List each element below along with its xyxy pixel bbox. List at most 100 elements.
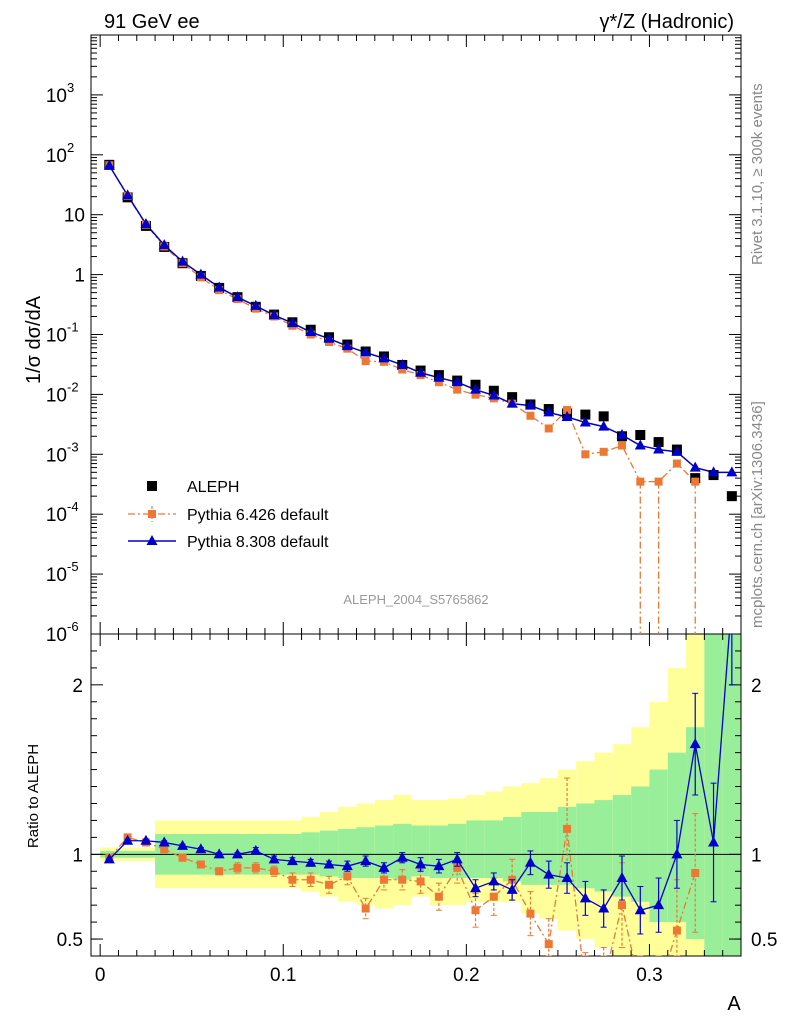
pythia8-point	[286, 317, 298, 328]
x-tick-label: 0.2	[453, 965, 479, 986]
ratio-pythia8-point	[213, 848, 225, 859]
pythia8-point	[543, 406, 555, 417]
ratio-pythia8-point	[561, 872, 573, 883]
band-inner	[466, 820, 485, 879]
y-tick-exponent: -5	[67, 559, 79, 574]
pythia8-point	[378, 352, 390, 363]
pythia6-line	[108, 164, 696, 483]
band-inner	[411, 825, 430, 877]
ratio-pythia8-point	[708, 836, 720, 847]
pythia8-point	[726, 466, 738, 477]
ratio-pythia8-point	[250, 844, 262, 855]
ratio-pythia6-point	[288, 875, 297, 884]
ratio-pythia8-point	[177, 839, 189, 850]
ratio-pythia8-point	[231, 848, 243, 859]
aleph-point	[507, 392, 518, 403]
mcplots-label: mcplots.cern.ch [arXiv:1306.3436]	[749, 401, 766, 628]
y-tick-label: 1	[74, 266, 85, 287]
pythia8-point	[506, 397, 518, 408]
y-tick-label: 10	[46, 445, 67, 466]
ratio-pythia6-point	[563, 824, 572, 833]
pythia8-point	[122, 189, 134, 200]
band-inner	[649, 769, 668, 923]
ratio-y-tick-label-right: 2	[751, 676, 762, 697]
y-tick-label: 10	[46, 86, 67, 107]
pythia8-point	[689, 461, 701, 472]
pythia6-point	[471, 390, 480, 399]
pythia8-point	[451, 376, 463, 387]
ratio-pythia6-point	[233, 863, 242, 872]
pythia8-point	[341, 340, 353, 351]
x-tick-label: 0.3	[636, 965, 662, 986]
ratio-pythia8-point	[323, 858, 335, 869]
ratio-pythia8-point	[396, 851, 408, 862]
ratio-xlabel: A	[727, 993, 741, 1015]
pythia8-point	[158, 239, 170, 250]
pythia6-point	[434, 378, 443, 387]
ratio-pythia6-point	[270, 867, 279, 876]
pythia6-point	[581, 450, 590, 459]
ratio-pythia8-point	[433, 860, 445, 871]
ratio-pythia6-point	[617, 901, 626, 910]
ratio-pythia8-point	[543, 868, 555, 879]
y-tick-exponent: -3	[67, 439, 79, 454]
aleph-point	[653, 437, 664, 448]
legend-label-aleph: ALEPH	[187, 479, 239, 496]
pythia8-point	[524, 399, 536, 410]
y-tick-label: 10	[46, 625, 67, 646]
pythia6-point	[672, 459, 681, 468]
pythia8-point	[177, 255, 189, 266]
ratio-pythia8-point	[653, 899, 665, 910]
pythia8-point	[268, 309, 280, 320]
band-inner	[686, 727, 705, 940]
legend: ALEPH Pythia 6.426 default Pythia 8.308 de…	[128, 479, 329, 551]
ratio-pythia8-point	[579, 892, 591, 903]
y-tick-label: 10	[46, 146, 67, 167]
ratio-pythia8-point	[451, 853, 463, 864]
ratio-ylabel: Ratio to ALEPH	[25, 744, 42, 848]
y-tick-exponent: -2	[67, 379, 79, 394]
ratio-pythia6-point	[434, 892, 443, 901]
x-tick-label: 0	[95, 965, 106, 986]
pythia8-point	[396, 358, 408, 369]
pythia8-point	[634, 439, 646, 450]
ratio-plot-marks	[103, 634, 735, 956]
ratio-pythia8-point	[158, 836, 170, 847]
main-ylabel: 1/σ dσ/dA	[23, 295, 45, 384]
ratio-pythia8-point	[671, 848, 683, 859]
analysis-watermark: ALEPH_2004_S5765862	[343, 592, 488, 607]
band-inner	[631, 786, 650, 902]
pythia8-point	[231, 291, 243, 302]
pythia8-point	[195, 268, 207, 279]
y-tick-exponent: -1	[67, 320, 79, 335]
pythia6-point	[654, 477, 663, 486]
ratio-pythia6-group	[105, 777, 700, 956]
pythia8-point	[470, 383, 482, 394]
ratio-pythia6-point	[196, 860, 205, 869]
ratio-pythia8-point	[195, 843, 207, 854]
ratio-pythia8-point	[103, 853, 115, 864]
aleph-point	[635, 429, 646, 440]
ratio-y-tick-label: 0.5	[57, 930, 83, 951]
ratio-y-tick-label: 2	[72, 676, 83, 697]
pythia6-point	[544, 424, 553, 433]
pythia8-line	[108, 165, 732, 474]
ratio-pythia8-point	[506, 883, 518, 894]
ratio-pythia6-point	[691, 868, 700, 877]
legend-label-pythia8: Pythia 8.308 default	[187, 534, 329, 551]
y-tick-exponent: 3	[67, 80, 74, 95]
ratio-axes: 0.5 0.5 1 1 2 2 0 0.1 0.2 0.3	[57, 633, 777, 986]
ratio-pythia6-point	[361, 904, 370, 913]
ratio-pythia8-point	[378, 861, 390, 872]
main-plot-marks	[103, 159, 738, 634]
pythia8-point	[598, 420, 610, 431]
ratio-uncertainty-bands	[100, 634, 741, 956]
band-inner	[594, 800, 613, 892]
ratio-pythia8-point	[140, 834, 152, 845]
x-tick-label: 0.1	[270, 965, 296, 986]
band-inner	[612, 795, 632, 897]
ratio-y-tick-label-right: 1	[751, 845, 762, 866]
y-tick-exponent: 2	[67, 140, 74, 155]
ratio-y-tick-label: 1	[72, 845, 83, 866]
